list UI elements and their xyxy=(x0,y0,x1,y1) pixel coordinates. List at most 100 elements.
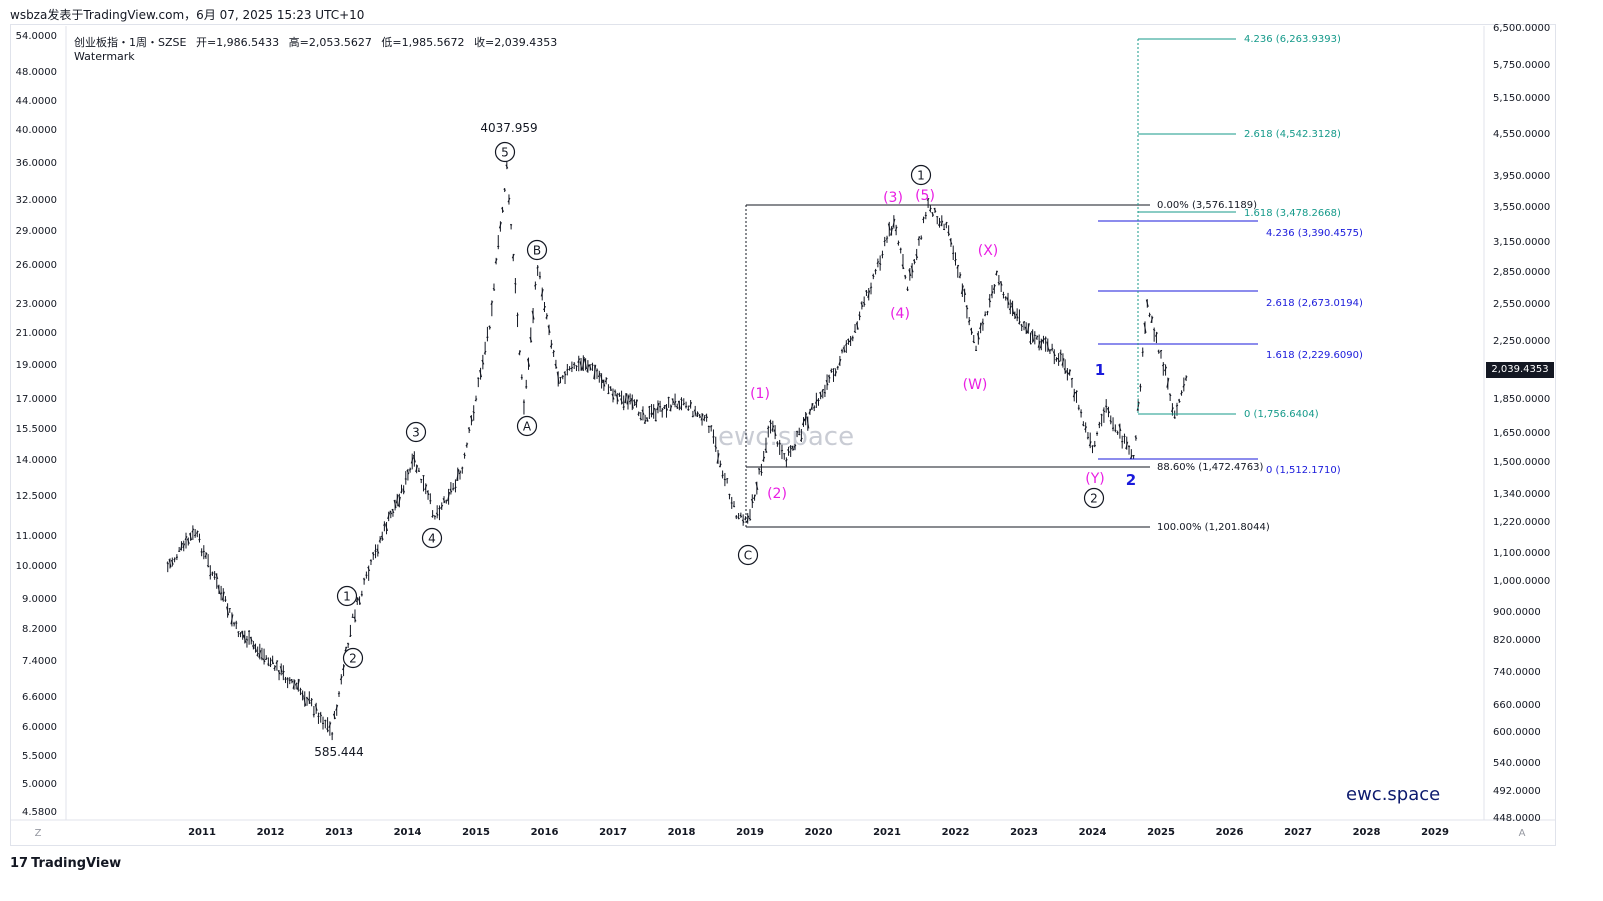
candle-tick xyxy=(243,634,247,643)
candle-tick xyxy=(543,305,546,311)
low-price-label: 585.444 xyxy=(314,745,364,759)
candle-tick xyxy=(527,358,531,367)
candle-tick xyxy=(184,536,188,540)
candle-tick xyxy=(249,636,253,642)
candle-tick xyxy=(709,425,713,428)
candle-tick xyxy=(477,377,480,380)
candle-tick xyxy=(290,678,294,683)
candle-tick xyxy=(682,402,686,405)
candle-tick xyxy=(791,445,795,451)
candle-tick xyxy=(1011,302,1015,315)
candle-tick xyxy=(702,416,706,421)
candle-tick xyxy=(737,517,740,520)
candle-tick xyxy=(193,534,197,537)
fib-label: 100.00% (1,201.8044) xyxy=(1157,522,1270,533)
candle-tick xyxy=(374,550,377,552)
candle-tick xyxy=(648,405,651,408)
candle-tick xyxy=(1177,399,1181,403)
high-price-label: 4037.959 xyxy=(480,121,537,135)
candle-tick xyxy=(367,566,371,572)
candle-tick xyxy=(705,414,709,419)
fib-label: 1.618 (2,229.6090) xyxy=(1266,350,1363,361)
candle-tick xyxy=(1082,424,1085,427)
candle-tick xyxy=(819,392,823,397)
wave-circle xyxy=(494,141,516,163)
candle-tick xyxy=(656,403,660,411)
right-tick-label: 492.0000 xyxy=(1493,786,1541,797)
right-tick-label: 3,550.0000 xyxy=(1493,202,1550,213)
candle-tick xyxy=(785,459,788,462)
fib-label: 0.00% (3,576.1189) xyxy=(1157,200,1257,211)
auto-scale-right-button[interactable]: A xyxy=(1518,828,1526,839)
candle-tick xyxy=(498,222,502,229)
candle-tick xyxy=(182,543,186,548)
candle-tick xyxy=(988,298,992,303)
candle-tick xyxy=(501,207,504,212)
candle-tick xyxy=(637,412,641,415)
candle-tick xyxy=(595,369,599,372)
candle-tick xyxy=(876,261,880,264)
candle-tick xyxy=(469,415,473,422)
candle-tick xyxy=(271,659,275,665)
candle-tick xyxy=(1118,424,1122,432)
candle-tick xyxy=(830,369,833,373)
tradingview-logo[interactable]: 17 TradingView xyxy=(10,856,121,871)
candle-tick xyxy=(1157,350,1161,353)
right-tick-label: 2,850.0000 xyxy=(1493,267,1550,278)
x-tick-label: 2028 xyxy=(1353,827,1381,838)
candle-tick xyxy=(970,328,973,334)
candle-tick xyxy=(326,728,329,732)
right-tick-label: 660.0000 xyxy=(1493,700,1541,711)
candle-tick xyxy=(273,665,277,670)
candle-tick xyxy=(1055,358,1058,361)
candle-tick xyxy=(217,585,221,595)
fib-label: 2.618 (4,542.3128) xyxy=(1244,129,1341,140)
candle-tick xyxy=(1059,352,1063,356)
wave-label-magenta: (W) xyxy=(963,377,988,393)
right-tick-label: 1,100.0000 xyxy=(1493,548,1550,559)
x-tick-label: 2025 xyxy=(1147,827,1175,838)
candle-tick xyxy=(362,578,366,581)
candle-tick xyxy=(963,289,967,296)
candle-tick xyxy=(954,258,957,262)
candle-tick xyxy=(844,342,848,346)
x-tick-label: 2011 xyxy=(188,827,216,838)
candle-tick xyxy=(417,470,421,472)
left-tick-label: 12.5000 xyxy=(16,491,57,502)
candle-tick xyxy=(693,409,697,415)
candle-tick xyxy=(1042,338,1045,342)
candle-tick xyxy=(645,417,649,422)
candle-tick xyxy=(1029,341,1032,345)
left-tick-label: 32.0000 xyxy=(16,195,57,206)
candle-tick xyxy=(1173,416,1176,419)
candle-tick xyxy=(793,444,797,448)
candle-tick xyxy=(516,314,519,317)
candle-tick xyxy=(926,197,930,201)
candle-tick xyxy=(691,415,695,418)
candle-tick xyxy=(358,598,362,605)
candle-tick xyxy=(346,642,350,645)
x-tick-label: 2029 xyxy=(1421,827,1449,838)
candle-tick xyxy=(241,630,245,638)
candle-tick xyxy=(808,409,812,414)
candle-tick xyxy=(787,449,790,453)
candle-tick xyxy=(842,347,846,353)
candle-tick xyxy=(1154,332,1158,337)
candle-tick xyxy=(832,368,835,370)
candle-tick xyxy=(881,253,884,256)
candle-tick xyxy=(812,406,816,409)
candle-tick xyxy=(958,274,962,278)
candle-tick xyxy=(254,644,257,652)
candle-tick xyxy=(1015,313,1019,319)
candle-tick xyxy=(554,363,558,369)
auto-scale-left-button[interactable]: Z xyxy=(34,828,42,839)
last-price-tag: 2,039.4353 xyxy=(1486,362,1554,378)
symbol-name[interactable]: 创业板指・1周・SZSE xyxy=(74,36,187,49)
candle-tick xyxy=(168,559,172,568)
left-tick-label: 8.2000 xyxy=(22,624,57,635)
candle-tick xyxy=(406,469,410,475)
watermark-indicator[interactable]: Watermark xyxy=(74,50,135,63)
candle-tick xyxy=(663,406,666,409)
left-tick-label: 9.0000 xyxy=(22,594,57,605)
